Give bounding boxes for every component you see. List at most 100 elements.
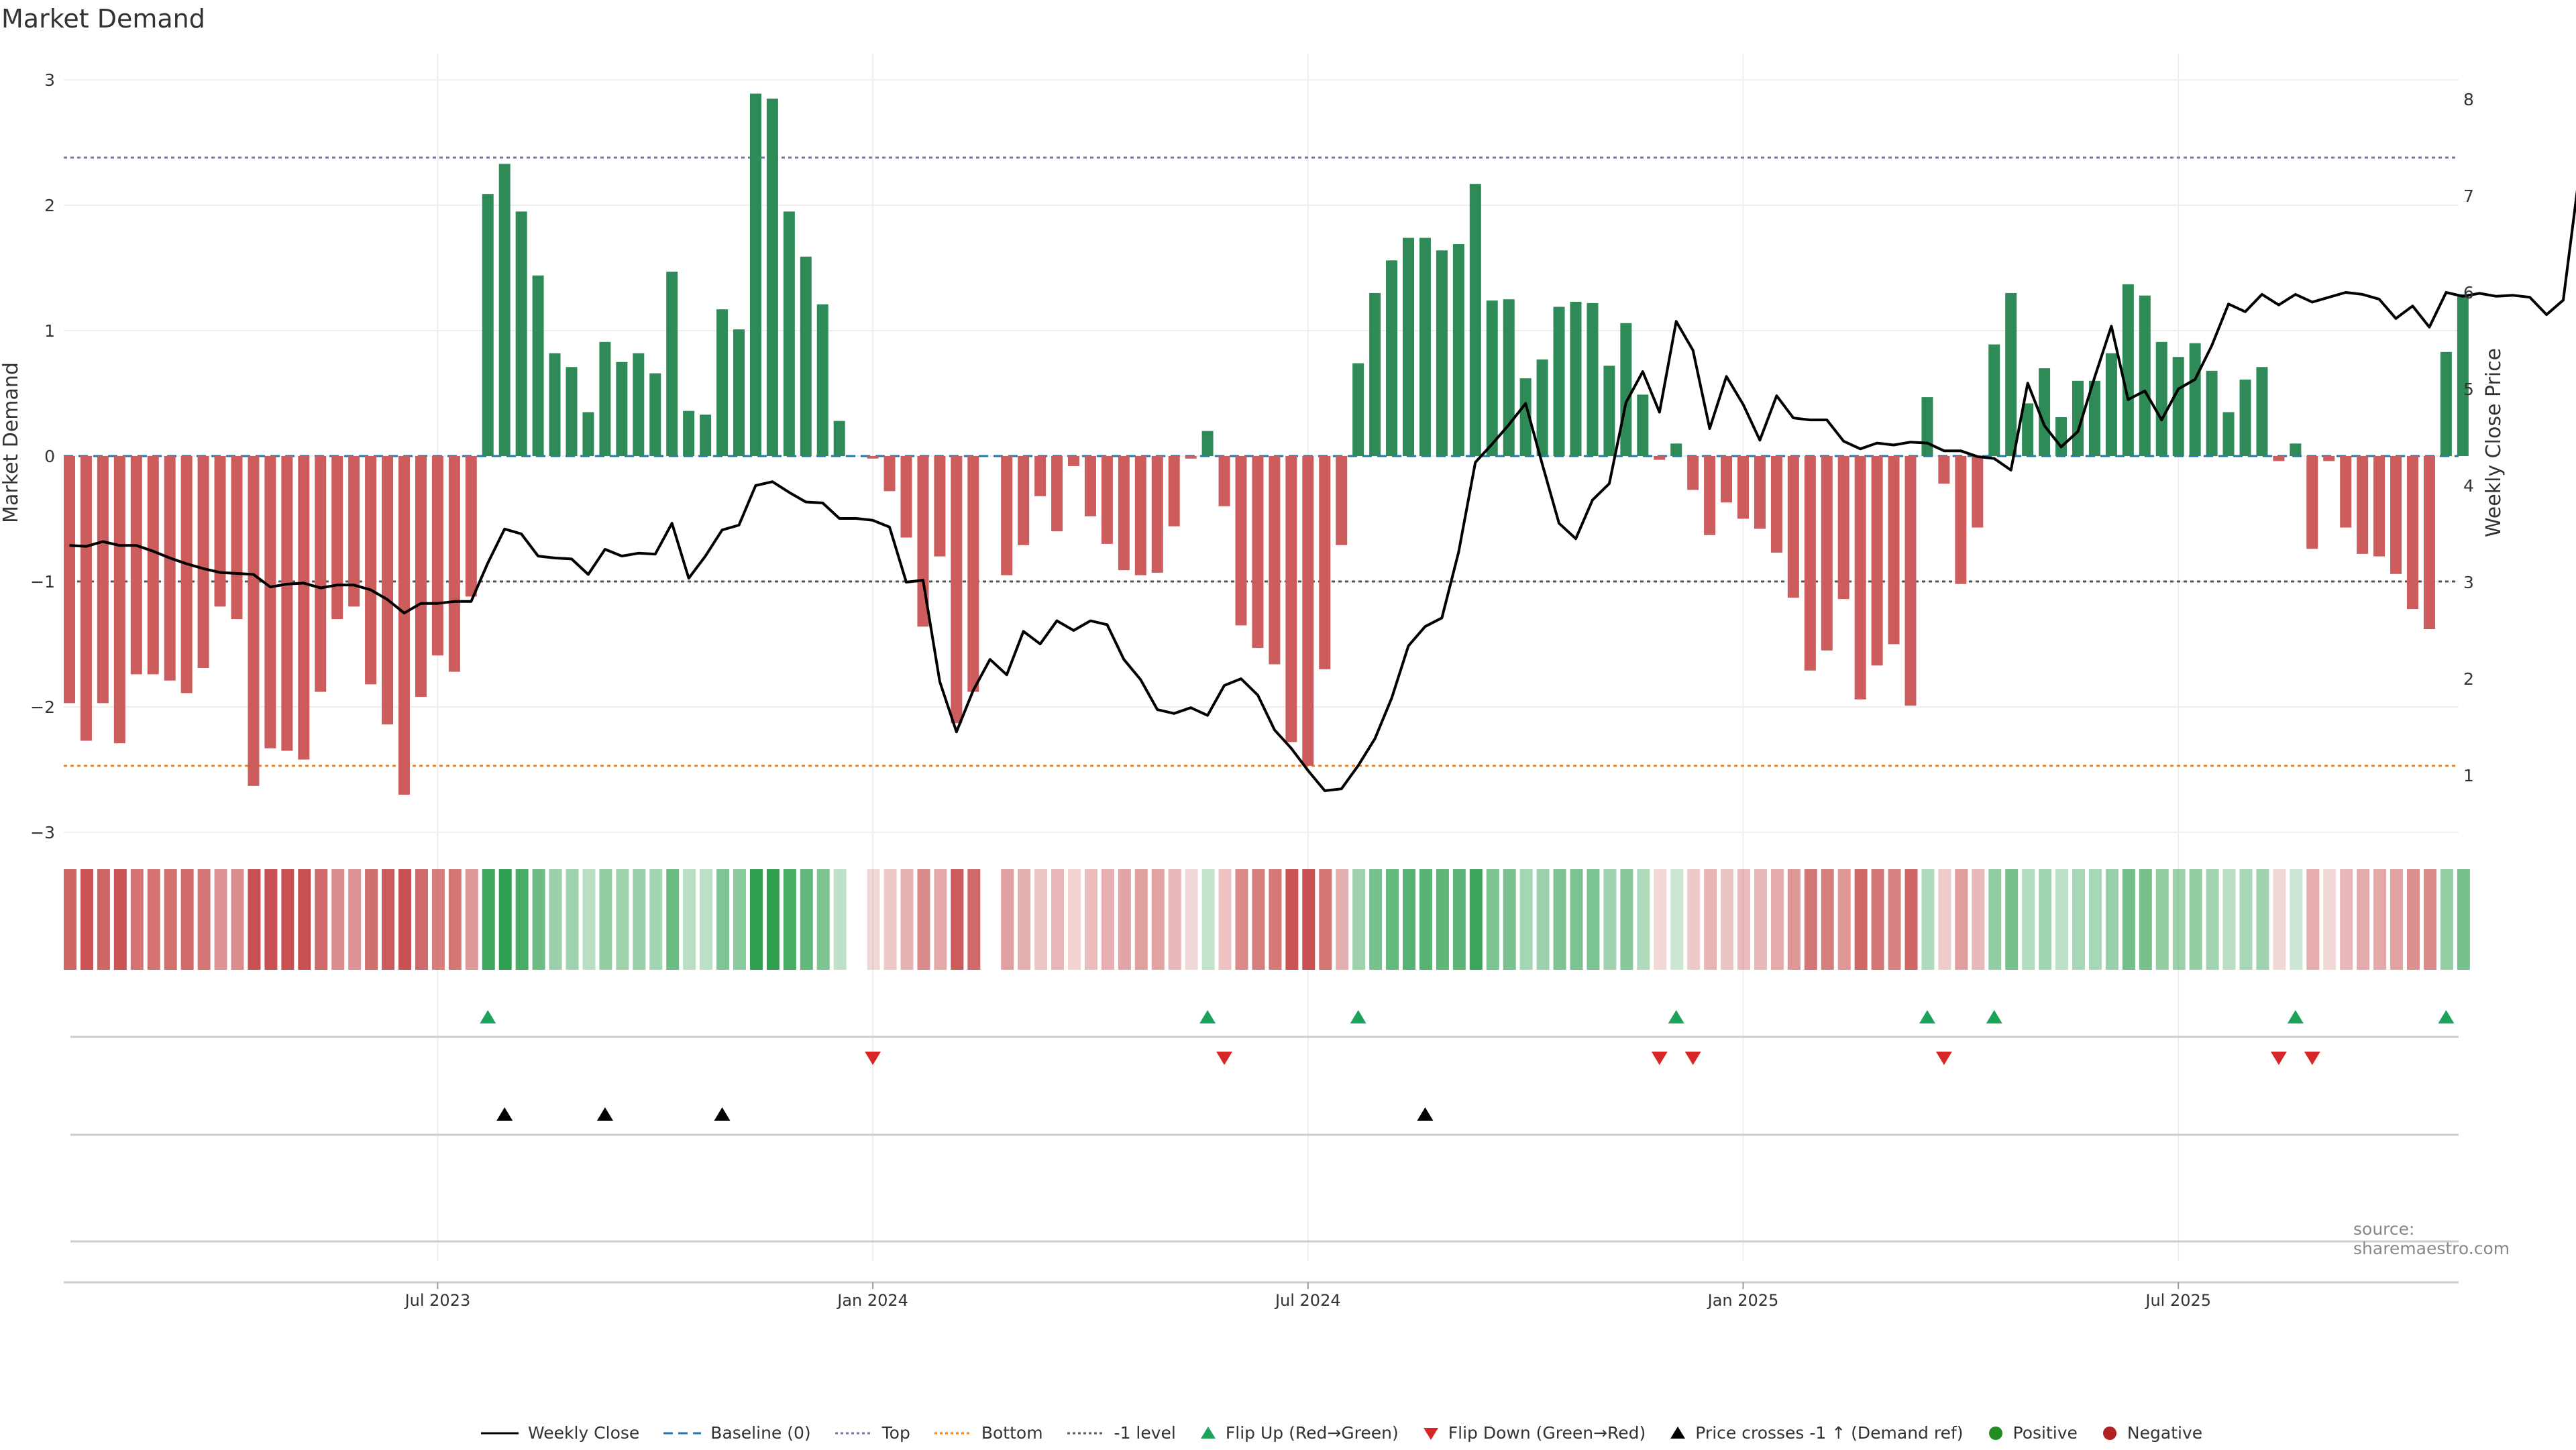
heat-cell [2256, 869, 2269, 970]
y-tick-label: −3 [30, 823, 55, 842]
heat-cell [298, 869, 311, 970]
heat-cell [97, 869, 110, 970]
demand-bar [1654, 456, 1665, 460]
heat-cell [482, 869, 495, 970]
heat-cell [1737, 869, 1750, 970]
legend-label: Top [882, 1423, 910, 1443]
heat-cell [2290, 869, 2302, 970]
demand-bar [114, 456, 125, 743]
heat-cell [1955, 869, 1968, 970]
heat-cell [64, 869, 76, 970]
heat-cell [1771, 869, 1784, 970]
heat-cell [784, 869, 796, 970]
heat-cell [2156, 869, 2169, 970]
y-tick-label: 0 [44, 447, 55, 466]
heat-cell [1855, 869, 1868, 970]
heat-cell [1252, 869, 1265, 970]
demand-bar [365, 456, 376, 684]
demand-bar [750, 94, 761, 456]
heat-cell [951, 869, 963, 970]
demand-bar [466, 456, 477, 596]
demand-bar [449, 456, 460, 672]
demand-bar [281, 456, 292, 750]
demand-bar [264, 456, 276, 748]
y2-tick-label: 5 [2463, 380, 2474, 399]
demand-bar [934, 456, 945, 557]
flip-up-marker [1350, 1010, 1366, 1023]
demand-bar [1503, 299, 1515, 456]
flip-up-marker [480, 1010, 496, 1023]
flip-up-marker [2438, 1010, 2454, 1023]
heat-cell [1269, 869, 1281, 970]
y2-tick-label: 3 [2463, 573, 2474, 592]
heat-cell [2240, 869, 2253, 970]
y2-tick-label: 4 [2463, 476, 2474, 496]
demand-bar [1051, 456, 1063, 531]
heat-cell [1085, 869, 1097, 970]
legend-swatch-icon [834, 1424, 874, 1443]
y-tick-label: 3 [44, 70, 55, 90]
demand-bar [2206, 371, 2218, 456]
demand-bar [2106, 353, 2117, 456]
demand-bar [1336, 456, 1347, 545]
demand-bar [1620, 323, 1631, 456]
demand-bar [582, 412, 594, 456]
y-tick-label: 1 [44, 321, 55, 341]
heat-cell [1721, 869, 1733, 970]
heat-cell [499, 869, 512, 970]
heat-cell [1905, 869, 1918, 970]
price-cross-marker [496, 1107, 513, 1121]
demand-bar [1487, 300, 1498, 456]
heat-cell [967, 869, 980, 970]
demand-bar [1754, 456, 1766, 528]
heat-cell [1018, 869, 1030, 970]
demand-bar [767, 99, 778, 456]
heat-cell [599, 869, 612, 970]
flip-up-marker [1668, 1010, 1684, 1023]
demand-bar [231, 456, 243, 619]
heat-cell [315, 869, 327, 970]
source-note: source: sharemaestro.com [2353, 1219, 2576, 1258]
legend-swatch-icon [662, 1424, 702, 1443]
heat-cell [2190, 869, 2202, 970]
demand-bar [2440, 352, 2452, 456]
demand-bar [1888, 456, 1900, 645]
heat-cell [1202, 869, 1215, 970]
heat-cell [215, 869, 227, 970]
demand-bar [666, 272, 678, 456]
demand-bar [164, 456, 176, 681]
demand-bar [415, 456, 427, 697]
heat-cell [649, 869, 662, 970]
demand-bar [716, 309, 728, 456]
demand-bar [1737, 456, 1749, 519]
markers-layer [70, 1010, 2459, 1241]
demand-bar [2190, 343, 2201, 456]
flip-up-marker [1199, 1010, 1216, 1023]
heat-cell [549, 869, 562, 970]
legend-item-weekly-close: Weekly Close [480, 1423, 639, 1443]
heat-cell [2457, 869, 2470, 970]
heat-cell [1654, 869, 1666, 970]
demand-bar [1955, 456, 1966, 584]
demand-bar [1838, 456, 1849, 599]
heat-cell [834, 869, 847, 970]
heat-cell [2039, 869, 2051, 970]
heat-cell [281, 869, 294, 970]
heat-cell [1001, 869, 1014, 970]
heat-cell [1754, 869, 1767, 970]
demand-bar [1135, 456, 1146, 575]
flip-up-marker [2288, 1010, 2304, 1023]
heat-cell [231, 869, 244, 970]
demand-bar [549, 353, 561, 456]
heat-cell [248, 869, 260, 970]
legend-item-positive: Positive [1986, 1423, 2078, 1443]
demand-bar [817, 304, 828, 456]
heat-cell [1988, 869, 2001, 970]
heat-cell [1470, 869, 1483, 970]
legend-swatch-icon [480, 1424, 520, 1443]
heat-cell [449, 869, 462, 970]
heat-cell [1386, 869, 1399, 970]
demand-bar [1453, 244, 1464, 456]
